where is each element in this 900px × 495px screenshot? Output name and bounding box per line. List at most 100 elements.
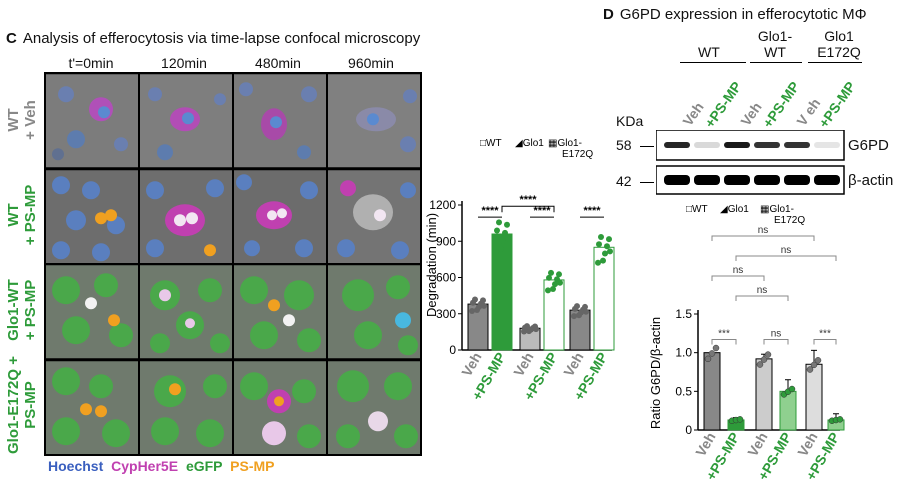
microscopy-grid bbox=[44, 72, 422, 456]
blot-group-glo1e172q: Glo1 E172Q bbox=[808, 28, 870, 60]
data-point bbox=[583, 308, 589, 315]
timepoint-1: 120min bbox=[161, 55, 207, 71]
data-point bbox=[598, 234, 604, 241]
legend2-glo1: ◢Glo1 bbox=[720, 204, 749, 215]
chart1-significance: **** **** ******** bbox=[478, 194, 604, 218]
stain-legend: Hoechst CypHer5E eGFP PS-MP bbox=[48, 458, 274, 474]
data-point bbox=[736, 416, 744, 423]
ratio-chart: □WT ◢Glo1 ▦Glo1-E172Q Ratio G6PD/β-actin… bbox=[648, 204, 845, 483]
sig-label: **** bbox=[481, 205, 499, 217]
marker-42-tick bbox=[640, 182, 654, 183]
legend-wt: □WT bbox=[480, 138, 502, 149]
chart2-bars bbox=[703, 344, 845, 431]
y-tick-label: 0.5 bbox=[675, 384, 692, 398]
sig-e172q-label: *** bbox=[819, 329, 831, 340]
micrograph-wt-veh-t480 bbox=[234, 74, 326, 168]
bar bbox=[491, 233, 513, 351]
y-tick-label: 1.0 bbox=[675, 346, 692, 360]
data-point bbox=[814, 357, 822, 364]
actin-band bbox=[784, 175, 810, 185]
panel-c-title: C Analysis of efferocytosis via time-laps… bbox=[6, 30, 420, 47]
row-label-line2: + PS-MP bbox=[22, 184, 39, 246]
data-point bbox=[504, 221, 510, 228]
g6pd-band bbox=[814, 142, 840, 148]
blot-group-glo1wt: Glo1- WT bbox=[750, 28, 800, 60]
g6pd-band bbox=[754, 142, 780, 148]
actin-band bbox=[724, 175, 750, 185]
data-point bbox=[545, 287, 551, 294]
chart2-significance: *** ns *** ns ns ns ns bbox=[711, 225, 837, 345]
sig-label: **** bbox=[533, 205, 551, 217]
micrograph-glo1wt-psmp-t0 bbox=[46, 265, 138, 359]
chart1-bars bbox=[467, 233, 615, 351]
panel-c-letter: C bbox=[6, 30, 17, 47]
micrograph-wt-veh-t120 bbox=[140, 74, 232, 168]
sig-veh-wt-glo1-label: ns bbox=[733, 265, 744, 276]
data-point bbox=[596, 241, 602, 248]
lane-label-2: +PS-MP bbox=[701, 79, 744, 131]
actin-bands bbox=[664, 175, 840, 185]
y-tick-label: 600 bbox=[436, 271, 456, 285]
data-point bbox=[548, 269, 554, 276]
lane-label-3: Veh bbox=[737, 99, 764, 129]
blot-group-wt: WT bbox=[698, 44, 720, 60]
blot-group-glo1wt-line bbox=[750, 62, 802, 63]
marker-58: 58 bbox=[616, 137, 632, 153]
data-point bbox=[469, 307, 475, 314]
micrograph-wt-psmp-t480 bbox=[234, 169, 326, 264]
kda-label: KDa bbox=[616, 113, 644, 129]
data-point bbox=[607, 248, 613, 255]
group-line2: WT bbox=[764, 44, 786, 60]
group-line1: Glo1- bbox=[757, 28, 793, 44]
sig-label: **** bbox=[583, 205, 601, 217]
sig-glo1 bbox=[763, 339, 789, 345]
chart1-dots bbox=[469, 219, 613, 335]
band-label-actin: β-actin bbox=[848, 172, 894, 189]
sig-ps-wt-glo1 bbox=[735, 295, 789, 301]
data-point bbox=[806, 366, 814, 373]
micrograph-wt-psmp-t960 bbox=[328, 169, 420, 264]
bar bbox=[593, 246, 615, 351]
degradation-chart: □WT ◢Glo1 ▦Glo1-E172Q Degradation (min) … bbox=[424, 138, 615, 403]
y-tick-label: 1200 bbox=[429, 198, 456, 212]
sig-ps-wt-e172q-label: ns bbox=[781, 245, 792, 256]
band-label-g6pd: G6PD bbox=[848, 137, 889, 154]
sig-wt bbox=[711, 339, 737, 345]
legend2-wt: □WT bbox=[686, 204, 708, 215]
sig-veh-wt-e172q-label: ns bbox=[758, 225, 769, 236]
legend-glo1-e172q: ▦Glo1-E172Q bbox=[548, 138, 593, 160]
data-point bbox=[712, 344, 720, 352]
data-point bbox=[708, 350, 716, 357]
data-point bbox=[760, 356, 768, 363]
row-label-line1: Glo1-E172Q + bbox=[5, 356, 22, 454]
actin-band bbox=[814, 175, 840, 185]
stain-cypher5e: CypHer5E bbox=[111, 458, 179, 474]
y-axis-label-2: Ratio G6PD/β-actin bbox=[648, 317, 663, 429]
data-point bbox=[810, 361, 818, 369]
lane-label-1: Veh bbox=[679, 99, 706, 129]
data-point bbox=[502, 229, 508, 236]
bar bbox=[805, 363, 823, 431]
g6pd-band bbox=[694, 142, 720, 148]
blot-group-wt-line bbox=[680, 62, 746, 63]
data-point bbox=[576, 312, 582, 319]
micrograph-glo1wt-psmp-t480 bbox=[234, 265, 326, 359]
lane-label-4: +PS-MP bbox=[759, 79, 802, 131]
panel-d-title-text: G6PD expression in efferocytotic MΦ bbox=[619, 6, 867, 23]
data-point bbox=[571, 313, 577, 320]
stain-psmp: PS-MP bbox=[230, 458, 275, 474]
row-label-wt-psmp: WT + PS-MP bbox=[5, 165, 39, 265]
micrograph-glo1wt-psmp-t960 bbox=[328, 265, 420, 359]
data-point bbox=[526, 328, 532, 335]
data-point bbox=[498, 246, 504, 253]
sig-e172q bbox=[813, 339, 837, 345]
marker-42: 42 bbox=[616, 173, 632, 189]
sig-veh-wt-glo1 bbox=[711, 275, 765, 281]
y-tick-label: 900 bbox=[436, 234, 456, 248]
micrograph-wt-psmp-t120 bbox=[140, 169, 232, 264]
micrograph-glo1wt-psmp-t120 bbox=[140, 265, 232, 359]
legend2-glo1-e172q: ▦Glo1-E172Q bbox=[760, 204, 805, 226]
data-point bbox=[556, 271, 562, 278]
data-point bbox=[595, 259, 601, 266]
row-label-wt-veh: WT + Veh bbox=[5, 70, 39, 170]
